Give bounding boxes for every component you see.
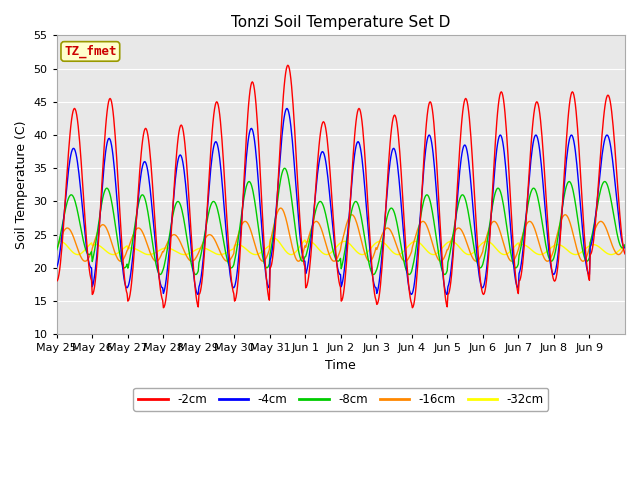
-2cm: [275, 177, 282, 183]
-4cm: [284, 106, 291, 111]
-16cm: [188, 258, 195, 264]
-2cm: [401, 231, 409, 237]
-2cm: [253, 111, 260, 117]
-32cm: [275, 239, 283, 245]
-16cm: [433, 254, 441, 260]
X-axis label: Time: Time: [326, 359, 356, 372]
-32cm: [401, 247, 409, 253]
-8cm: [621, 242, 629, 248]
-2cm: [159, 305, 167, 311]
Line: -16cm: -16cm: [57, 208, 625, 261]
-8cm: [401, 260, 408, 265]
-4cm: [433, 194, 441, 200]
-32cm: [53, 240, 61, 245]
-16cm: [621, 242, 629, 248]
-8cm: [252, 207, 260, 213]
Line: -2cm: -2cm: [57, 65, 625, 308]
-8cm: [433, 239, 441, 245]
-4cm: [275, 179, 282, 185]
-16cm: [225, 258, 232, 264]
-32cm: [145, 252, 152, 257]
-32cm: [269, 235, 277, 241]
-16cm: [276, 205, 284, 211]
-4cm: [195, 291, 202, 297]
-32cm: [120, 246, 127, 252]
-16cm: [401, 258, 409, 264]
-16cm: [253, 248, 260, 253]
-4cm: [621, 245, 629, 251]
-16cm: [120, 256, 127, 262]
-2cm: [433, 162, 441, 168]
Title: Tonzi Soil Temperature Set D: Tonzi Soil Temperature Set D: [231, 15, 451, 30]
Line: -4cm: -4cm: [57, 108, 625, 294]
-16cm: [275, 208, 282, 214]
-4cm: [120, 271, 127, 277]
-8cm: [224, 259, 232, 265]
-4cm: [401, 249, 409, 255]
-8cm: [274, 198, 282, 204]
-2cm: [53, 278, 61, 284]
-4cm: [253, 159, 260, 165]
-4cm: [53, 264, 61, 270]
-2cm: [621, 251, 629, 257]
-4cm: [225, 259, 232, 264]
-32cm: [253, 252, 260, 257]
-8cm: [53, 247, 61, 253]
Y-axis label: Soil Temperature (C): Soil Temperature (C): [15, 120, 28, 249]
Line: -32cm: -32cm: [57, 238, 625, 254]
Legend: -2cm, -4cm, -8cm, -16cm, -32cm: -2cm, -4cm, -8cm, -16cm, -32cm: [133, 388, 548, 410]
-16cm: [53, 247, 61, 252]
-2cm: [284, 62, 292, 68]
Line: -8cm: -8cm: [57, 168, 625, 275]
-8cm: [406, 272, 413, 277]
-2cm: [120, 263, 127, 269]
-32cm: [225, 249, 232, 254]
-2cm: [225, 243, 232, 249]
Text: TZ_fmet: TZ_fmet: [64, 45, 116, 58]
-32cm: [433, 251, 441, 256]
-32cm: [621, 243, 629, 249]
-8cm: [120, 264, 127, 270]
-8cm: [281, 166, 289, 171]
